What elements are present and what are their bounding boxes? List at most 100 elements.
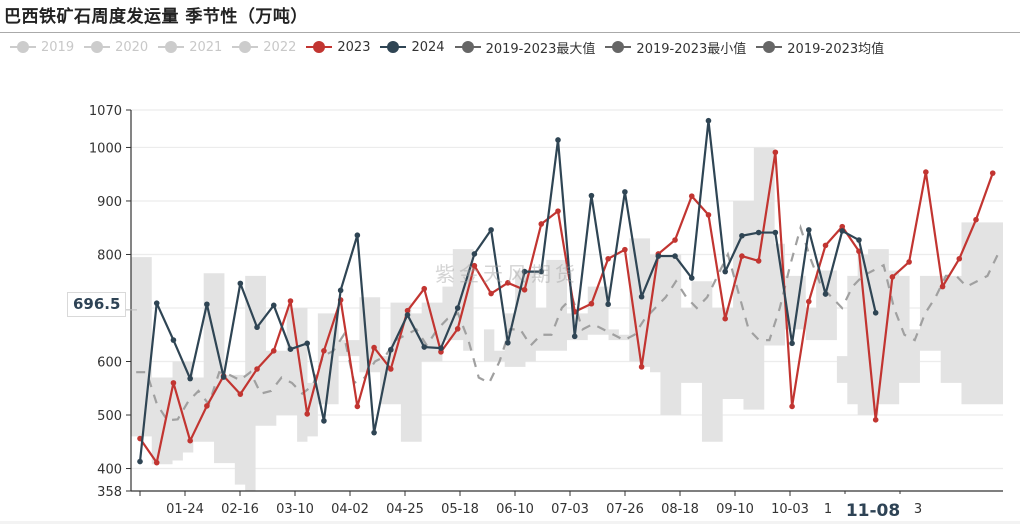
data-point[interactable]	[806, 227, 812, 233]
legend-item-2021[interactable]: 2021	[158, 40, 222, 55]
data-point[interactable]	[906, 259, 912, 265]
data-point[interactable]	[856, 237, 862, 243]
data-point[interactable]	[321, 348, 327, 354]
data-point[interactable]	[421, 285, 428, 292]
data-point[interactable]	[170, 380, 177, 386]
data-point[interactable]	[705, 117, 712, 124]
data-point[interactable]	[722, 268, 728, 275]
data-point[interactable]	[538, 268, 545, 275]
data-point[interactable]	[655, 253, 662, 259]
data-point[interactable]	[505, 280, 511, 286]
data-point[interactable]	[588, 300, 595, 307]
data-point[interactable]	[204, 403, 210, 409]
data-point[interactable]	[889, 274, 896, 280]
data-point[interactable]	[170, 337, 177, 343]
data-point[interactable]	[354, 403, 361, 410]
data-point[interactable]	[755, 229, 762, 236]
data-point[interactable]	[605, 301, 611, 308]
data-point[interactable]	[538, 221, 545, 227]
data-point[interactable]	[153, 300, 160, 306]
data-point[interactable]	[187, 437, 193, 444]
data-point[interactable]	[688, 275, 695, 281]
data-point[interactable]	[204, 301, 210, 308]
data-point[interactable]	[404, 307, 411, 314]
data-point[interactable]	[270, 302, 277, 309]
data-point[interactable]	[688, 193, 695, 199]
data-point[interactable]	[722, 315, 728, 322]
data-point[interactable]	[153, 459, 160, 466]
data-point[interactable]	[421, 344, 428, 350]
data-point[interactable]	[388, 346, 394, 353]
data-point[interactable]	[304, 340, 311, 347]
data-point[interactable]	[137, 458, 143, 465]
data-point[interactable]	[521, 286, 528, 293]
data-point[interactable]	[488, 290, 494, 297]
data-point[interactable]	[237, 280, 244, 287]
data-point[interactable]	[839, 228, 846, 234]
legend-item-2022[interactable]: 2022	[232, 40, 296, 55]
data-point[interactable]	[989, 170, 996, 176]
legend-item-2019[interactable]: 2019	[10, 40, 74, 55]
data-point[interactable]	[505, 339, 511, 346]
data-point[interactable]	[187, 375, 193, 382]
data-point[interactable]	[822, 291, 829, 297]
data-point[interactable]	[772, 149, 779, 156]
legend-item-2024[interactable]: 2024	[380, 40, 445, 55]
data-point[interactable]	[939, 283, 946, 290]
data-point[interactable]	[672, 237, 678, 243]
data-point[interactable]	[337, 287, 344, 294]
data-point[interactable]	[789, 403, 795, 410]
data-point[interactable]	[371, 344, 377, 351]
data-point[interactable]	[638, 293, 645, 300]
data-point[interactable]	[555, 137, 561, 143]
data-point[interactable]	[254, 366, 260, 372]
data-point[interactable]	[555, 208, 561, 214]
data-point[interactable]	[471, 251, 478, 257]
data-point[interactable]	[622, 246, 628, 253]
data-point[interactable]	[705, 212, 712, 218]
data-point[interactable]	[304, 411, 311, 417]
data-point[interactable]	[839, 223, 846, 230]
data-point[interactable]	[806, 298, 812, 305]
data-point[interactable]	[270, 348, 277, 354]
data-point[interactable]	[488, 227, 494, 233]
data-point[interactable]	[973, 216, 979, 223]
legend-item-2020[interactable]: 2020	[84, 40, 148, 55]
legend-item-2023[interactable]: 2023	[306, 40, 370, 55]
data-point[interactable]	[956, 255, 963, 262]
data-point[interactable]	[404, 312, 411, 318]
data-point[interactable]	[872, 310, 879, 316]
legend-item-2019-2023-[interactable]: 2019-2023最小值	[605, 38, 746, 57]
data-point[interactable]	[354, 232, 361, 239]
data-point[interactable]	[739, 232, 745, 239]
data-point[interactable]	[822, 242, 829, 249]
legend-item-2019-2023-[interactable]: 2019-2023均值	[756, 38, 884, 57]
data-point[interactable]	[622, 189, 628, 195]
data-point[interactable]	[454, 326, 461, 332]
data-point[interactable]	[923, 169, 929, 175]
data-point[interactable]	[254, 324, 260, 331]
data-point[interactable]	[454, 305, 461, 311]
data-point[interactable]	[438, 345, 444, 351]
data-point[interactable]	[872, 417, 879, 423]
data-point[interactable]	[371, 429, 377, 436]
legend-item-2019-2023-[interactable]: 2019-2023最大值	[454, 38, 595, 57]
series-2024[interactable]	[137, 117, 879, 465]
data-point[interactable]	[521, 268, 528, 275]
data-point[interactable]	[321, 418, 327, 424]
data-point[interactable]	[388, 366, 394, 372]
data-point[interactable]	[237, 391, 244, 397]
data-point[interactable]	[471, 262, 478, 269]
data-point[interactable]	[287, 298, 294, 304]
series-2023[interactable]	[137, 149, 996, 466]
data-point[interactable]	[571, 333, 578, 340]
data-point[interactable]	[605, 255, 611, 262]
data-point[interactable]	[672, 253, 678, 259]
data-point[interactable]	[755, 258, 762, 264]
data-point[interactable]	[789, 340, 795, 347]
data-point[interactable]	[638, 364, 645, 370]
data-point[interactable]	[739, 253, 745, 259]
data-point[interactable]	[772, 229, 779, 236]
data-point[interactable]	[287, 346, 294, 352]
